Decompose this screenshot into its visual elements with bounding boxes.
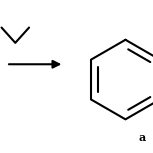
Text: a: a [139, 132, 146, 143]
